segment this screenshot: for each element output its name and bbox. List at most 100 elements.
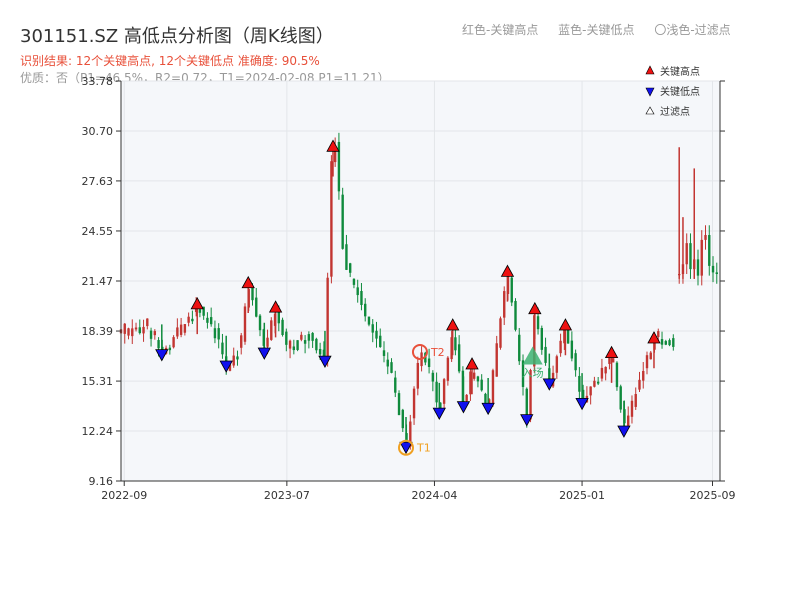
key-high-marker	[500, 264, 515, 277]
candle-body	[696, 259, 700, 276]
candle-body	[529, 370, 532, 420]
candle-body	[341, 194, 344, 249]
candle-body	[566, 329, 570, 344]
candle-body	[149, 330, 153, 339]
candle-body	[491, 370, 495, 404]
candle-body	[146, 318, 149, 327]
candle-body	[514, 300, 517, 330]
t2-circle	[411, 343, 428, 360]
entry-label: 入场	[522, 365, 544, 379]
key-low-marker	[575, 397, 589, 411]
candle-body	[435, 381, 438, 403]
y-tick-label: 24.55	[82, 225, 114, 238]
y-tick-label: 27.63	[82, 175, 114, 188]
y-tick-label: 18.39	[82, 325, 114, 338]
candle-body	[574, 353, 577, 371]
candle-body	[469, 371, 472, 395]
y-tick-label: 30.70	[82, 125, 114, 138]
candle-body	[510, 277, 513, 303]
candle-body	[472, 372, 476, 379]
candle-body	[232, 355, 235, 366]
candle-body	[660, 339, 664, 345]
legend-filtered-label: 过滤点	[660, 105, 690, 118]
candle-body	[397, 393, 401, 416]
candle-body	[255, 297, 258, 317]
color-key-light: 〇浅色-过滤点	[654, 23, 731, 37]
candle-body	[589, 386, 592, 396]
x-tick-label: 2022-09	[101, 489, 147, 502]
candle-body	[285, 331, 288, 345]
candle-body	[326, 277, 329, 362]
candle-body	[394, 377, 397, 393]
candle-body	[202, 306, 205, 316]
candle-body	[715, 272, 718, 275]
candle-body	[296, 340, 299, 350]
candle-body	[356, 287, 359, 296]
x-tick-label: 2025-09	[690, 489, 736, 502]
candle-body	[337, 141, 341, 192]
candle-body	[608, 357, 611, 364]
candle-body	[439, 402, 442, 410]
recognition-result: 识别结果: 12个关键高点, 12个关键低点 准确度: 90.5%	[20, 54, 320, 68]
candle-body	[348, 263, 352, 273]
key-low-marker	[617, 425, 631, 438]
markers: T1 T2 入场	[155, 139, 661, 456]
color-key-blue: 蓝色-关键低点	[558, 23, 635, 37]
x-tick-label: 2023-07	[264, 489, 310, 502]
candle-body	[300, 334, 303, 340]
key-low-marker	[318, 355, 332, 368]
key-low-marker	[155, 349, 169, 362]
candle-body	[615, 362, 619, 388]
candle-body	[704, 235, 707, 240]
candle-body	[668, 340, 671, 346]
candle-body	[657, 331, 660, 338]
candle-body	[172, 337, 175, 348]
candle-body	[251, 287, 254, 301]
candle-body	[521, 360, 525, 387]
candle-body	[649, 352, 652, 360]
candle-body	[450, 337, 453, 360]
candle-body	[563, 329, 566, 344]
candles	[119, 132, 718, 450]
candle-body	[138, 327, 141, 334]
candle-body	[480, 379, 483, 391]
candle-body	[638, 379, 641, 390]
candle-body	[495, 343, 498, 377]
candle-body	[191, 318, 194, 322]
candle-body	[465, 394, 468, 401]
candle-body	[711, 265, 715, 273]
candle-body	[236, 356, 239, 360]
candle-body	[243, 306, 247, 342]
candle-body	[176, 327, 179, 337]
candle-body	[503, 291, 506, 318]
candle-body	[533, 315, 536, 367]
candle-body	[627, 415, 630, 426]
candle-body	[270, 320, 273, 340]
y-tick-label: 9.16	[89, 475, 114, 488]
key-low-marker	[456, 401, 471, 414]
candle-body	[386, 359, 389, 367]
candle-body	[379, 335, 382, 348]
candle-body	[409, 421, 412, 447]
candle-body	[318, 348, 322, 355]
chart-title: 301151.SZ 高低点分析图（周K线图）	[20, 26, 334, 47]
candle-body	[708, 235, 711, 266]
candle-body	[131, 328, 134, 337]
key-high-marker	[241, 275, 255, 289]
candle-body	[330, 161, 333, 277]
candle-body	[685, 243, 688, 265]
candle-body	[311, 332, 314, 341]
grid	[121, 80, 720, 482]
key-high-marker	[190, 297, 204, 310]
candle-body	[559, 340, 562, 354]
axes: 9.16 12.24 15.31 18.39 21.47 24.55 27.63 30.70 3…	[82, 75, 736, 502]
candle-body	[446, 357, 450, 381]
candle-body	[333, 146, 337, 163]
candle-body	[645, 355, 649, 369]
candle-body	[228, 364, 232, 371]
candle-body	[168, 347, 172, 351]
legend-filtered-icon	[645, 106, 655, 115]
candle-body	[604, 366, 607, 374]
candle-body	[499, 318, 502, 348]
